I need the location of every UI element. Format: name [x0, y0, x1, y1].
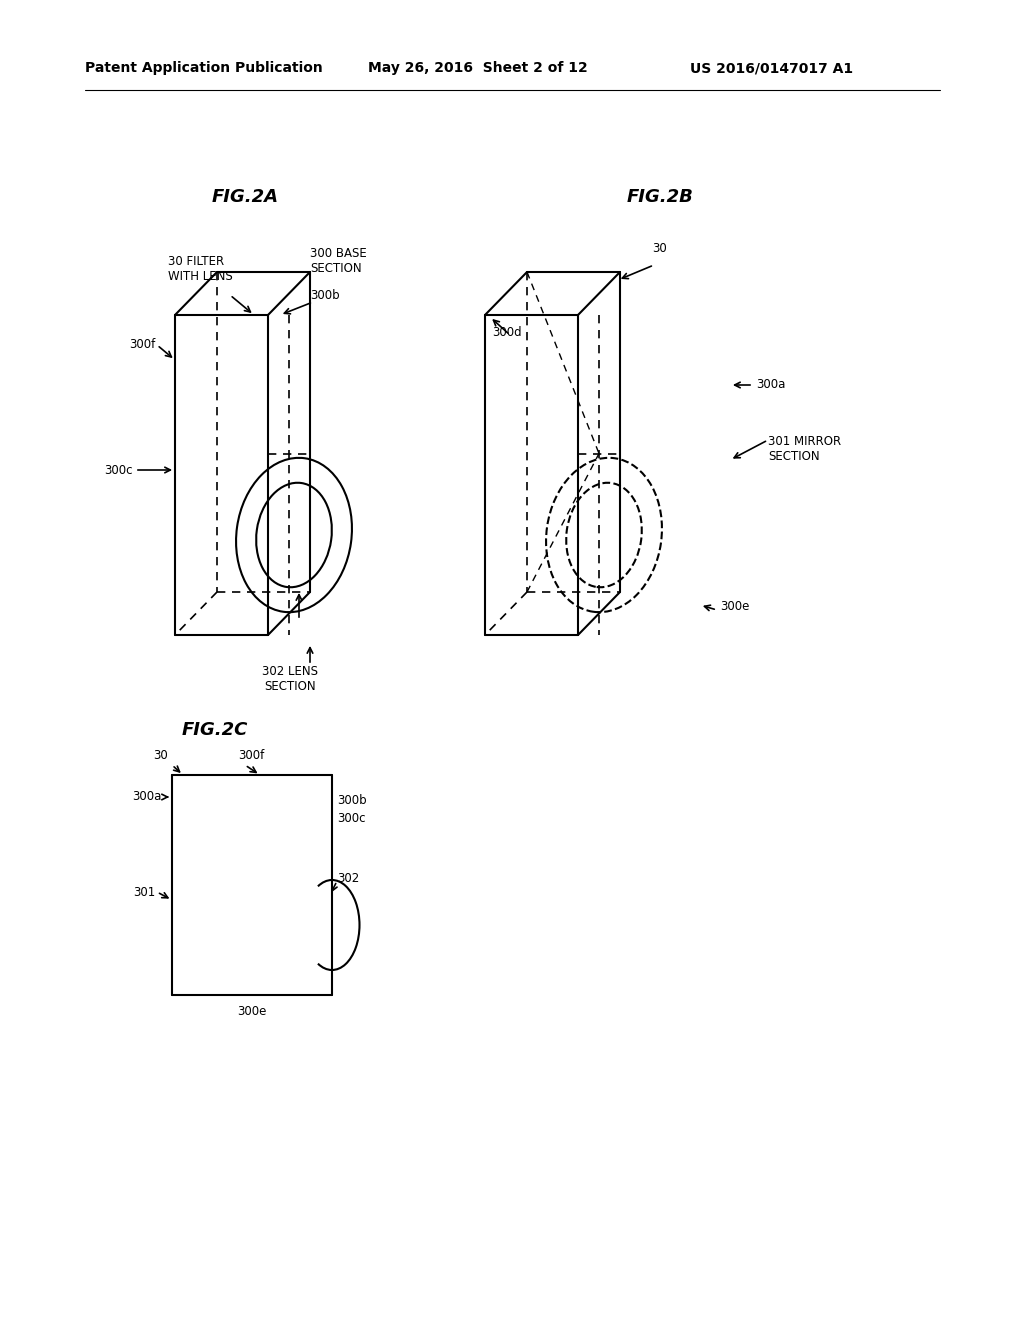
Text: US 2016/0147017 A1: US 2016/0147017 A1 — [690, 61, 853, 75]
Text: 300f: 300f — [238, 748, 264, 762]
Text: 300b: 300b — [337, 793, 367, 807]
Text: 302 LENS
SECTION: 302 LENS SECTION — [262, 665, 318, 693]
Text: 300d: 300d — [492, 326, 521, 338]
Text: 300c: 300c — [337, 812, 366, 825]
Text: 300b: 300b — [310, 289, 340, 302]
Text: 301 MIRROR
SECTION: 301 MIRROR SECTION — [768, 436, 841, 463]
Text: 30: 30 — [154, 748, 168, 762]
Text: 300e: 300e — [720, 601, 750, 614]
Text: 302: 302 — [337, 871, 359, 884]
Text: FIG.2C: FIG.2C — [182, 721, 248, 739]
Text: 301: 301 — [133, 886, 155, 899]
Text: 300e: 300e — [238, 1005, 266, 1018]
Text: FIG.2A: FIG.2A — [212, 187, 279, 206]
Text: May 26, 2016  Sheet 2 of 12: May 26, 2016 Sheet 2 of 12 — [368, 61, 588, 75]
Text: 300a: 300a — [756, 379, 785, 392]
Text: 300f: 300f — [129, 338, 155, 351]
Text: 30: 30 — [652, 242, 668, 255]
Text: Patent Application Publication: Patent Application Publication — [85, 61, 323, 75]
Text: 300a: 300a — [133, 791, 162, 804]
Text: 300 BASE
SECTION: 300 BASE SECTION — [310, 247, 367, 275]
Text: FIG.2B: FIG.2B — [627, 187, 693, 206]
Text: 30 FILTER
WITH LENS: 30 FILTER WITH LENS — [168, 255, 232, 282]
Text: 300c: 300c — [104, 463, 133, 477]
